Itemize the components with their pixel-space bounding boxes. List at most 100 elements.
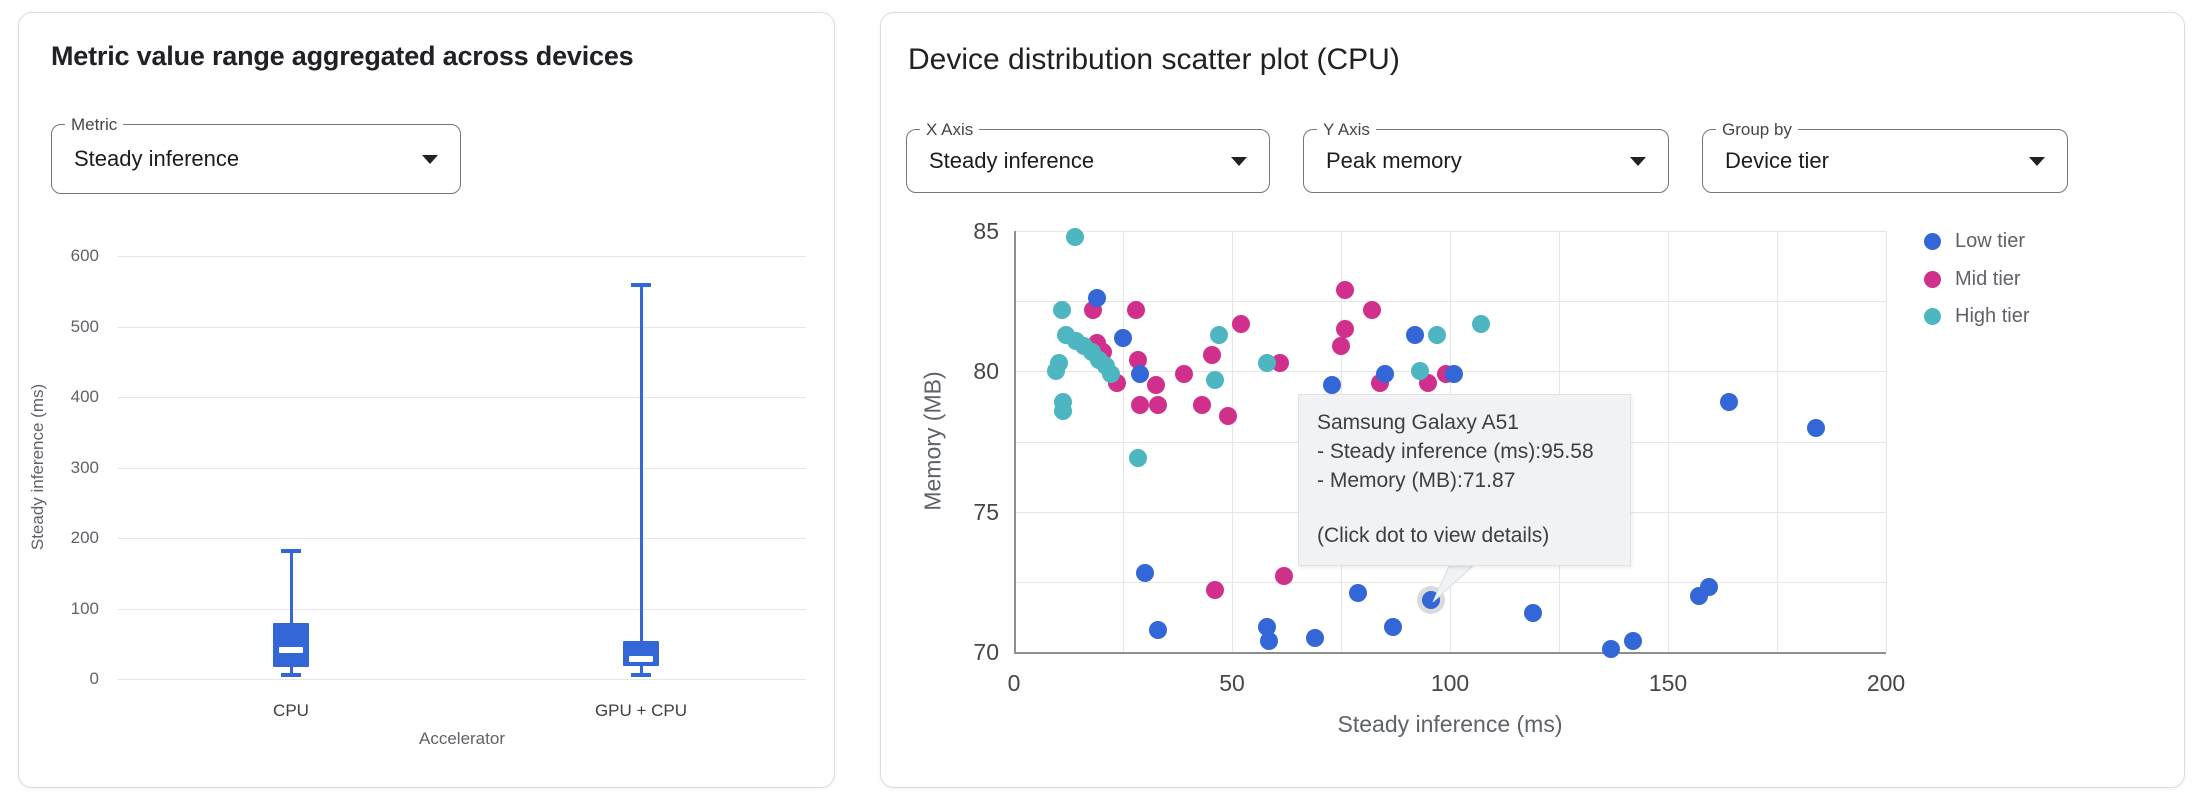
scatter-dot[interactable] <box>1332 337 1350 356</box>
scatter-dot[interactable] <box>1192 396 1211 414</box>
group-by-select-label: Group by <box>1716 120 1798 140</box>
y-axis-title: Memory (MB) <box>919 371 946 511</box>
x-category-label: CPU <box>273 701 309 720</box>
legend-label: Low tier <box>1955 230 2026 252</box>
scatter-dot[interactable] <box>1260 631 1279 650</box>
y-axis-line <box>1014 231 1016 653</box>
scatter-dot[interactable] <box>1218 407 1237 426</box>
y-axis-select-value: Peak memory <box>1326 148 1462 173</box>
scatter-dot[interactable] <box>1305 629 1324 647</box>
scatter-dot[interactable] <box>1146 376 1165 395</box>
gridline <box>1014 231 1886 232</box>
scatter-dot[interactable] <box>1114 328 1132 347</box>
x-axis-line <box>1014 652 1886 654</box>
x-tick-label: 0 <box>1007 670 1021 696</box>
scatter-dot[interactable] <box>1421 590 1440 609</box>
scatter-dot[interactable] <box>1175 365 1193 384</box>
scatter-dot[interactable] <box>1427 325 1446 344</box>
scatter-dot[interactable] <box>1445 365 1464 384</box>
y-tick-label: 75 <box>973 498 999 525</box>
y-axis-select-label: Y Axis <box>1317 120 1376 140</box>
x-tick-label: 150 <box>1648 670 1688 696</box>
scatter-dot[interactable] <box>1131 365 1150 384</box>
scatter-dot[interactable] <box>1720 393 1738 412</box>
gridline <box>118 538 806 539</box>
y-tick-label: 500 <box>70 316 99 336</box>
legend-label: Mid tier <box>1955 267 2021 290</box>
metric-select[interactable]: Metric Steady inference <box>51 115 461 194</box>
x-tick-label: 50 <box>1219 670 1245 696</box>
scatter-dot[interactable] <box>1624 631 1643 650</box>
group-by-select[interactable]: Group by Device tier <box>1702 120 2068 193</box>
scatter-dot[interactable] <box>1700 578 1719 597</box>
dropdown-arrow-icon <box>2029 157 2045 166</box>
scatter-dot[interactable] <box>1129 351 1148 370</box>
whisker-cap-max <box>631 282 651 287</box>
scatter-dot[interactable] <box>1209 325 1228 344</box>
scatter-dot[interactable] <box>1471 314 1490 333</box>
scatter-dot[interactable] <box>1406 325 1425 344</box>
y-tick-label: 0 <box>89 669 99 688</box>
gridline <box>118 608 806 610</box>
scatter-dot[interactable] <box>1384 617 1403 636</box>
scatter-dot[interactable] <box>1410 362 1429 381</box>
x-axis-select-value: Steady inference <box>929 148 1095 173</box>
legend-dot-icon <box>1924 270 1941 288</box>
legend-item-mid-tier: Mid tier <box>1924 268 2021 291</box>
scatter-dot[interactable] <box>1205 370 1224 389</box>
scatter-dot[interactable] <box>1102 365 1121 384</box>
scatter-dot[interactable] <box>1275 567 1294 586</box>
x-axis-select[interactable]: X Axis Steady inference <box>906 120 1270 193</box>
scatter-dot[interactable] <box>1349 584 1368 603</box>
scatter-dot[interactable] <box>1375 365 1394 384</box>
whisker-line <box>639 284 643 675</box>
y-tick-label: 85 <box>973 218 999 244</box>
dropdown-arrow-icon <box>422 155 438 164</box>
scatter-dot[interactable] <box>1127 300 1146 319</box>
y-axis-select[interactable]: Y Axis Peak memory <box>1303 120 1669 193</box>
x-axis-title: Accelerator <box>419 729 505 748</box>
scatter-dot[interactable] <box>1046 362 1065 381</box>
scatter-dot[interactable] <box>1257 617 1276 636</box>
scatter-dot[interactable] <box>1336 320 1355 339</box>
scatter-dot[interactable] <box>1807 418 1826 437</box>
scatter-dot[interactable] <box>1128 449 1147 468</box>
scatter-dot[interactable] <box>1323 376 1342 395</box>
scatter-dot[interactable] <box>1066 227 1084 246</box>
scatter-dot[interactable] <box>1362 300 1381 319</box>
scatter-dot[interactable] <box>1523 603 1542 622</box>
scatter-dot[interactable] <box>1135 564 1154 583</box>
x-axis-select-label: X Axis <box>920 120 980 140</box>
scatter-dot[interactable] <box>1231 314 1250 333</box>
legend-dot-icon <box>1924 233 1941 250</box>
scatter-dot[interactable] <box>1203 345 1222 364</box>
x-tick-label: 200 <box>1866 670 1906 696</box>
scatter-dot[interactable] <box>1053 300 1071 319</box>
tooltip-click-hint: (Click dot to view details) <box>1317 524 1550 547</box>
scatter-dot[interactable] <box>1148 620 1167 639</box>
y-tick-label: 300 <box>70 457 99 477</box>
scatter-dot[interactable] <box>1205 581 1224 600</box>
metric-select-value: Steady inference <box>74 146 240 171</box>
scatter-dot[interactable] <box>1087 289 1106 308</box>
gridline <box>118 679 806 680</box>
scatter-dot[interactable] <box>1054 401 1073 420</box>
tooltip-metric-y: - Memory (MB):71.87 <box>1317 469 1516 492</box>
whisker-cap-min <box>281 672 301 677</box>
box-iqr <box>623 640 659 667</box>
scatter-plot-card-title: Device distribution scatter plot (CPU) <box>908 43 1400 76</box>
box-iqr <box>273 622 309 667</box>
scatter-dot[interactable] <box>1131 396 1150 414</box>
dropdown-arrow-icon <box>1231 157 1247 166</box>
scatter-dot[interactable] <box>1257 353 1276 372</box>
y-tick-label: 80 <box>973 358 999 385</box>
box-median-line <box>279 647 303 654</box>
box-plot-card: Metric value range aggregated across dev… <box>18 12 835 788</box>
scatter-dot[interactable] <box>1336 280 1355 299</box>
scatter-dot[interactable] <box>1271 353 1289 372</box>
gridline <box>1014 301 1886 303</box>
scatter-dot[interactable] <box>1148 396 1167 414</box>
group-by-select-value: Device tier <box>1725 148 1829 173</box>
scatter-dot[interactable] <box>1602 640 1621 659</box>
